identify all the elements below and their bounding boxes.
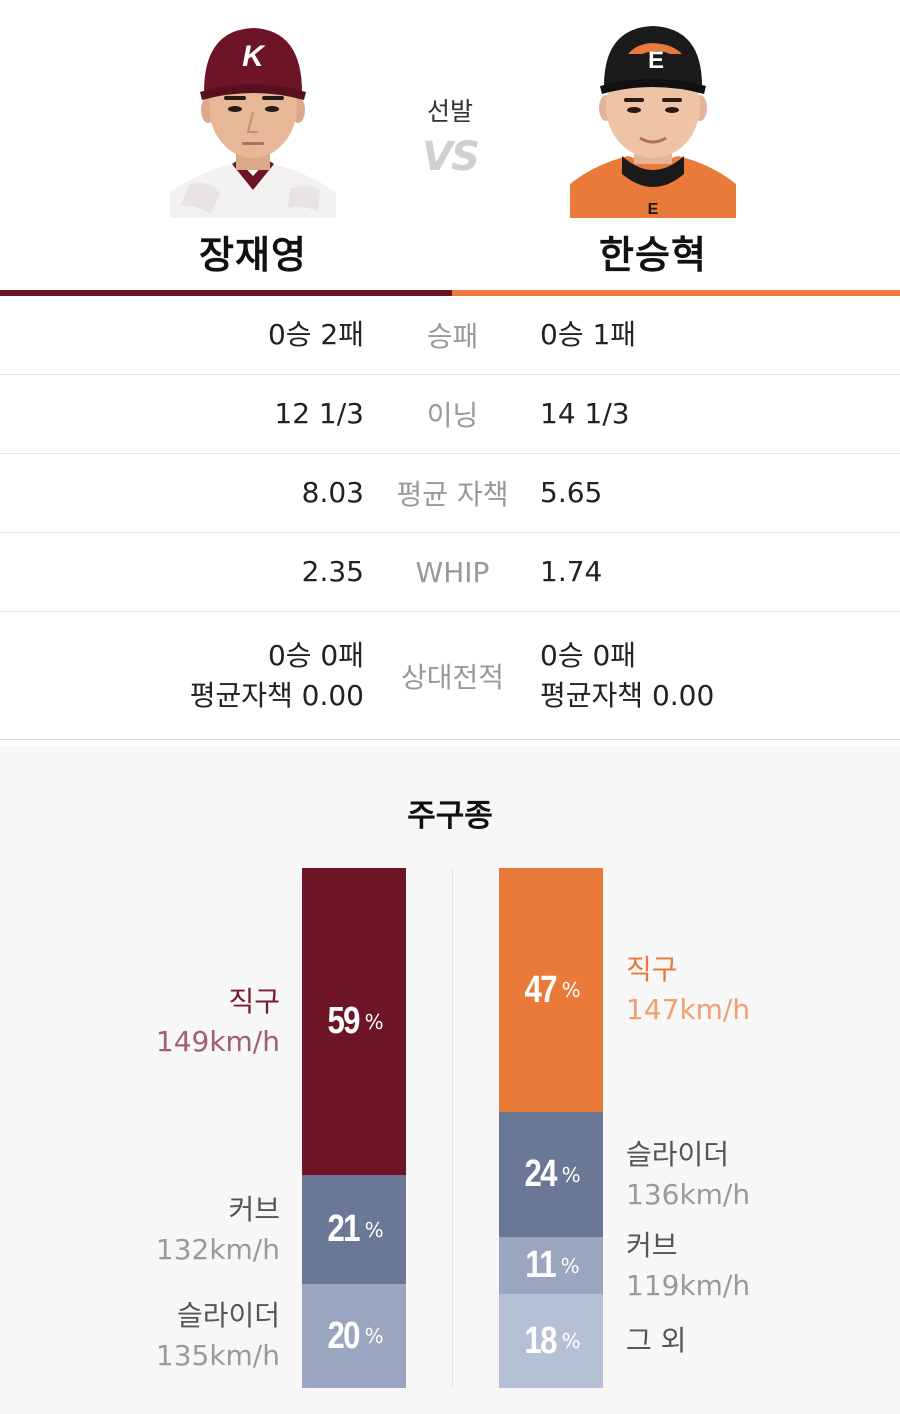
stat-left-line: 0승 0패 [267, 638, 364, 672]
stat-right-value: 0승 1패 [540, 296, 636, 374]
percent-sign: % [364, 1324, 384, 1348]
stat-label: WHIP [415, 555, 490, 589]
stat-left-value: 8.03 [302, 454, 364, 532]
stat-left-line: 12 1/3 [274, 397, 364, 430]
right-player-photo: E E [570, 14, 736, 218]
stat-left-value: 2.35 [302, 533, 364, 611]
pitch-speed: 136km/h [626, 1178, 751, 1211]
stat-right-line: 0승 1패 [540, 318, 637, 351]
matchup-header: K 장재영 선발 VS E [0, 0, 900, 290]
stat-right-line: 1.74 [540, 555, 603, 588]
stat-right-value: 14 1/3 [540, 375, 630, 453]
percent-sign: % [560, 1253, 580, 1278]
right-pitch-bar-segment: 11% [499, 1237, 603, 1294]
pitch-type-name: 직구 [626, 953, 678, 986]
percent-sign: % [364, 1009, 384, 1034]
stat-right-line: 5.65 [540, 476, 603, 509]
pitch-percent-value: 24 [524, 1153, 558, 1195]
left-pitch-bar-segment: 59% [302, 868, 406, 1175]
stat-row: 0승 2패 승패 0승 1패 [0, 296, 900, 375]
pitch-speed: 149km/h [155, 1025, 280, 1058]
pitch-divider [452, 868, 453, 1388]
left-pitch-bar-segment: 21% [302, 1175, 406, 1284]
left-pitch-label: 직구 149km/h [40, 982, 280, 1062]
pitch-type-name: 커브 [626, 1229, 678, 1262]
pitch-type-name: 그 외 [626, 1324, 687, 1357]
pitch-percent-value: 11 [525, 1244, 557, 1286]
vs-label: VS [422, 134, 480, 180]
right-pitch-bar-segment: 47% [499, 868, 603, 1112]
left-player-portrait: K [170, 14, 336, 218]
right-pitch-label: 그 외 [626, 1321, 866, 1361]
stat-right-value: 5.65 [540, 454, 602, 532]
left-pitch-label: 슬라이더 135km/h [40, 1296, 280, 1376]
left-player-name: 장재영 [199, 233, 307, 277]
right-pitch-stack: 47% 24% 11% 18% [499, 868, 603, 1388]
pitch-mix-section: 주구종 59% 21% 20% 47% 24% 11% 18% 직구 149km/h 커브 13… [0, 746, 900, 1414]
pitch-percent-value: 18 [524, 1319, 558, 1362]
stat-right-value: 1.74 [540, 533, 602, 611]
right-cap-logo: E [648, 47, 664, 74]
left-pitch-stack: 59% 21% 20% [302, 868, 406, 1388]
stat-left-line: 평균자책 0.00 [189, 678, 364, 712]
starter-vs-label: 선발 VS [400, 92, 500, 180]
stat-right-line: 14 1/3 [540, 397, 630, 430]
right-pitch-label: 슬라이더 136km/h [626, 1135, 866, 1215]
stat-left-value: 0승 2패 [268, 296, 364, 374]
pitch-speed: 132km/h [155, 1233, 280, 1266]
stat-label: 이닝 [426, 399, 479, 432]
stat-label: 상대전적 [400, 660, 505, 694]
stat-left-line: 2.35 [301, 555, 364, 588]
pitch-speed: 135km/h [155, 1339, 280, 1372]
stat-row: 12 1/3 이닝 14 1/3 [0, 375, 900, 454]
stat-right-line: 평균자책 0.00 [540, 678, 715, 712]
stat-row: 2.35 WHIP 1.74 [0, 533, 900, 612]
right-pitch-label: 커브 119km/h [626, 1226, 866, 1306]
right-team-color-bar [452, 290, 900, 296]
right-player-card[interactable]: E E 한승혁 [568, 14, 738, 279]
pitch-type-name: 커브 [228, 1193, 280, 1226]
pitch-speed: 147km/h [626, 993, 751, 1026]
right-player-name: 한승혁 [599, 233, 707, 277]
stat-left-line: 8.03 [301, 476, 364, 509]
pitch-mix-title: 주구종 [407, 798, 493, 834]
pitch-percent-value: 20 [327, 1314, 361, 1357]
pitch-percent-value: 59 [327, 1000, 361, 1042]
stat-row: 8.03 평균 자책 5.65 [0, 454, 900, 533]
stat-label: 평균 자책 [396, 478, 509, 511]
right-pitch-label: 직구 147km/h [626, 950, 866, 1030]
stat-left-line: 0승 2패 [267, 318, 364, 351]
stat-right-line: 0승 0패 [540, 638, 637, 672]
right-player-portrait: E E [570, 14, 736, 218]
pitch-type-name: 직구 [228, 985, 280, 1018]
starter-label: 선발 [426, 97, 473, 126]
left-pitch-label: 커브 132km/h [40, 1190, 280, 1270]
stat-label: 승패 [426, 320, 479, 353]
percent-sign: % [561, 1162, 581, 1187]
pitch-percent-value: 47 [524, 968, 558, 1011]
left-pitch-bar-segment: 20% [302, 1284, 406, 1388]
right-pitch-bar-segment: 24% [499, 1112, 603, 1237]
percent-sign: % [561, 1329, 581, 1353]
right-jersey-logo: E [648, 201, 659, 218]
pitch-speed: 119km/h [626, 1269, 751, 1302]
stat-left-value: 12 1/3 [274, 375, 364, 453]
pitch-type-name: 슬라이더 [626, 1138, 730, 1171]
left-player-card[interactable]: K 장재영 [168, 14, 338, 279]
left-cap-logo: K [242, 40, 266, 73]
pitch-type-name: 슬라이더 [176, 1299, 280, 1332]
stats-table: 0승 2패 승패 0승 1패 12 1/3 이닝 14 1/3 8.03 평균 자책 5.65 2… [0, 296, 900, 740]
left-team-color-bar [0, 290, 452, 296]
percent-sign: % [364, 1217, 384, 1242]
pitch-percent-value: 21 [327, 1208, 361, 1250]
right-pitch-bar-segment: 18% [499, 1294, 603, 1388]
percent-sign: % [561, 978, 581, 1002]
left-player-photo: K [170, 14, 336, 218]
